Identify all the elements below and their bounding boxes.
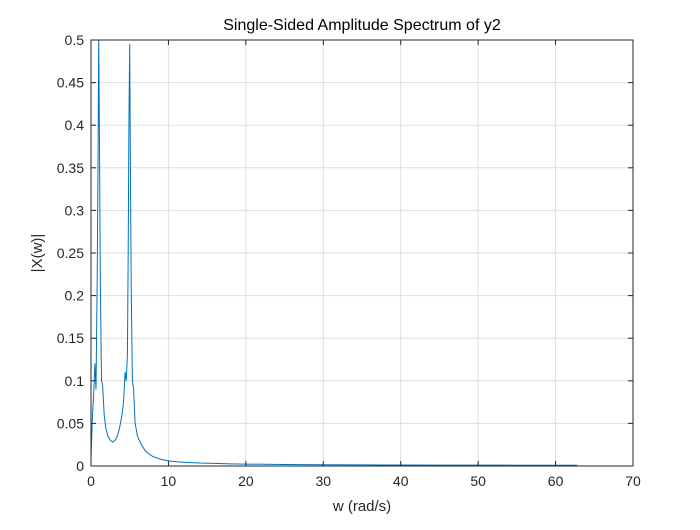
- y-tick-label: 0.35: [57, 160, 84, 176]
- x-tick-label: 20: [238, 473, 254, 489]
- y-tick-label: 0.15: [57, 330, 84, 346]
- y-tick-label: 0.4: [65, 117, 85, 133]
- y-tick-label: 0: [76, 458, 84, 474]
- y-tick-label: 0.1: [65, 373, 85, 389]
- y-axis-label: |X(w)|: [29, 234, 46, 273]
- y-tick-label: 0.5: [65, 32, 85, 48]
- y-tick-label: 0.3: [65, 202, 85, 218]
- x-tick-label: 50: [470, 473, 486, 489]
- x-tick-label: 40: [393, 473, 409, 489]
- y-tick-label: 0.45: [57, 75, 84, 91]
- y-tick-label: 0.05: [57, 415, 84, 431]
- y-tick-label: 0.2: [65, 288, 85, 304]
- x-tick-label: 0: [87, 473, 95, 489]
- x-tick-label: 70: [625, 473, 641, 489]
- x-axis-label: w (rad/s): [332, 498, 391, 515]
- chart-title: Single-Sided Amplitude Spectrum of y2: [223, 17, 501, 34]
- x-tick-label: 30: [315, 473, 331, 489]
- ticks: 0 10 20 30 40 50 60 70 0 0.05 0.1 0.15 0.2 0.25 0.3 0.3…: [57, 32, 641, 489]
- x-tick-label: 60: [548, 473, 564, 489]
- y-tick-label: 0.25: [57, 245, 84, 261]
- x-tick-label: 10: [161, 473, 177, 489]
